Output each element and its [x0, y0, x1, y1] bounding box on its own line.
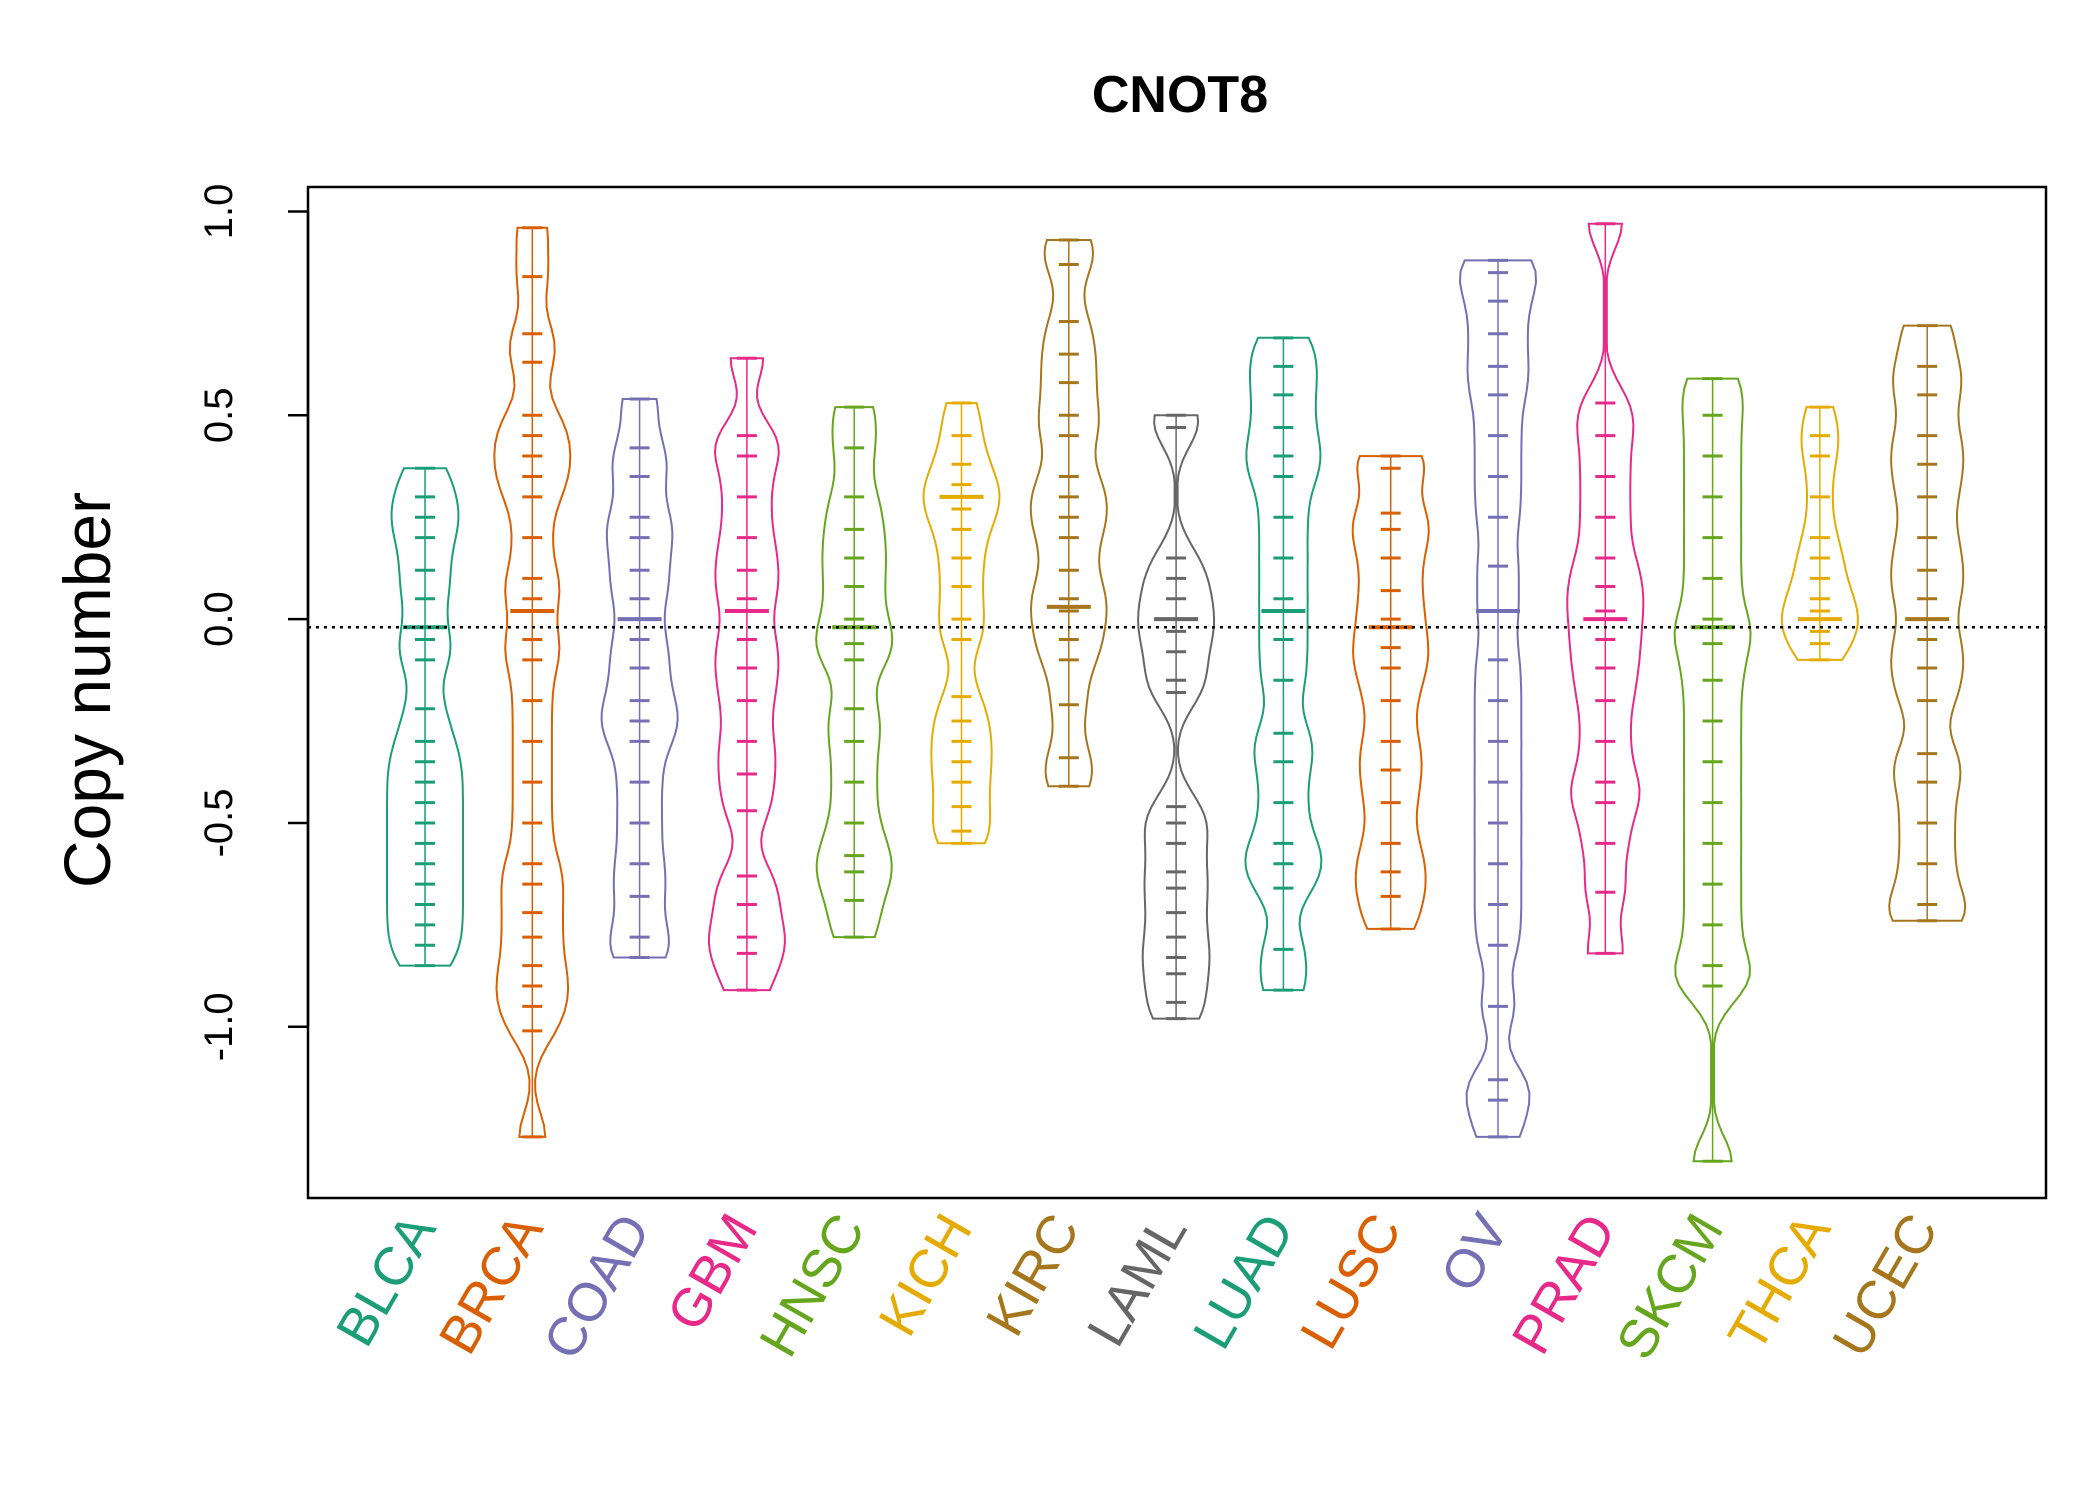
plot-area: -1.0-0.50.00.51.0BLCABRCACOADGBMHNSCKICH…	[197, 184, 2048, 1369]
y-axis-label: Copy number	[50, 492, 124, 888]
chart-title: CNOT8	[1092, 66, 1268, 124]
x-tick-label: KIRC	[975, 1204, 1091, 1346]
x-tick-label: KICH	[867, 1204, 983, 1346]
y-tick-label: 1.0	[197, 184, 241, 240]
y-tick-label: 0.5	[197, 387, 241, 443]
x-tick-label: LUSC	[1289, 1204, 1413, 1359]
x-tick-label: COAD	[532, 1204, 662, 1369]
y-tick-label: -0.5	[197, 788, 241, 857]
x-tick-label: LAML	[1076, 1204, 1199, 1356]
x-tick-label: LUAD	[1182, 1204, 1306, 1359]
x-tick-label: SKCM	[1605, 1204, 1735, 1369]
x-tick-label: UCEC	[1821, 1204, 1949, 1367]
y-tick-label: 0.0	[197, 591, 241, 647]
x-tick-label: GBM	[656, 1204, 769, 1341]
x-tick-label: OV	[1429, 1204, 1520, 1302]
x-tick-label: HNSC	[748, 1204, 876, 1367]
y-tick-label: -1.0	[197, 992, 241, 1061]
